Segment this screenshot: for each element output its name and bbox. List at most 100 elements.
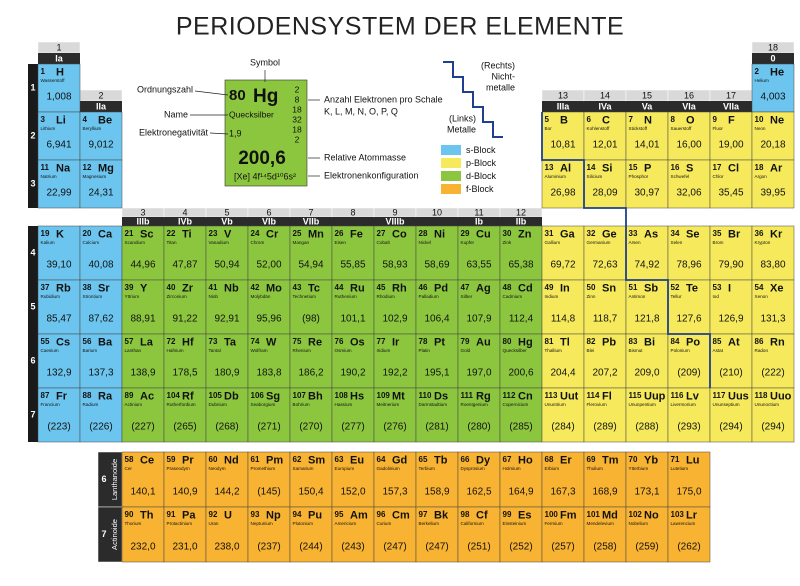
atomic-mass: 150,4 — [298, 487, 323, 498]
element-name: Osmium — [335, 348, 352, 353]
atomic-mass: (247) — [383, 542, 406, 553]
atomic-mass: (226) — [89, 422, 112, 433]
atomic-mass: (259) — [635, 542, 658, 553]
atomic-mass: 157,3 — [382, 487, 407, 498]
element-name: Hassium — [335, 402, 353, 407]
atomic-mass: 232,0 — [130, 542, 155, 553]
element-cell — [583, 451, 627, 508]
atomic-number: 108 — [335, 391, 349, 400]
atomic-mass: (293) — [677, 422, 700, 433]
element-symbol: Es — [518, 509, 531, 521]
element-symbol: Rf — [182, 390, 194, 402]
atomic-mass: 39,95 — [760, 188, 785, 199]
element-name: Xenon — [755, 294, 769, 299]
atomic-mass: (294) — [761, 422, 784, 433]
element-name: Calcium — [83, 240, 100, 245]
atomic-mass: (294) — [719, 422, 742, 433]
atomic-mass: 200,6 — [508, 368, 533, 379]
element-symbol: Au — [476, 336, 491, 348]
atomic-number: 50 — [587, 283, 596, 292]
element-symbol: Dy — [476, 454, 491, 466]
element-name: Bor — [545, 126, 553, 131]
atomic-number: 81 — [545, 337, 554, 346]
element-name: Tantal — [209, 348, 221, 353]
atomic-mass: 209,0 — [634, 368, 659, 379]
group-label: Vb — [221, 216, 233, 226]
element-symbol: Am — [350, 509, 368, 521]
element-symbol: Sg — [266, 390, 280, 402]
element-name: Dubnium — [209, 402, 228, 407]
group-label: IVb — [178, 216, 193, 226]
atomic-mass: 192,2 — [382, 368, 407, 379]
atomic-mass: 112,4 — [509, 314, 534, 325]
atomic-number: 110 — [419, 391, 432, 400]
element-symbol: Lr — [686, 509, 698, 521]
element-symbol: Tb — [434, 454, 448, 466]
element-name: Cadmium — [503, 294, 523, 299]
atomic-mass: 118,7 — [593, 314, 618, 325]
group-label: VIa — [682, 101, 697, 111]
atomic-number: 67 — [503, 455, 512, 464]
atomic-mass: 39,10 — [46, 260, 71, 271]
element-symbol: Ar — [770, 162, 783, 174]
element-symbol: I — [728, 282, 731, 294]
atomic-number: 69 — [587, 455, 596, 464]
group-label-band — [416, 217, 458, 226]
atomic-mass: (222) — [761, 368, 784, 379]
atomic-mass: 16,00 — [676, 140, 701, 151]
element-symbol: Np — [266, 509, 281, 521]
element-symbol: Cn — [518, 390, 533, 402]
atomic-number: 30 — [503, 229, 512, 238]
group-label: IIIa — [557, 101, 571, 111]
atomic-mass: (271) — [257, 422, 280, 433]
element-cell — [541, 111, 585, 161]
atomic-number: 65 — [419, 455, 428, 464]
atomic-number: 99 — [503, 510, 512, 519]
element-name: Strontium — [83, 294, 103, 299]
group-number: 18 — [768, 42, 778, 52]
element-symbol: Co — [392, 228, 407, 240]
element-cell — [79, 387, 123, 443]
atomic-mass: (277) — [341, 422, 364, 433]
atomic-number: 46 — [419, 283, 428, 292]
atomic-number: 107 — [293, 391, 307, 400]
element-cell — [709, 159, 753, 209]
element-cell — [247, 451, 291, 508]
atomic-mass: 106,4 — [424, 314, 449, 325]
element-name: Silicium — [587, 174, 603, 179]
group-label-band — [206, 217, 248, 226]
element-name: Gallium — [545, 240, 561, 245]
key-arrows — [190, 70, 320, 177]
element-name: Lanthan — [125, 348, 142, 353]
group-label: IVa — [598, 101, 612, 111]
atomic-number: 68 — [545, 455, 554, 464]
element-cell — [625, 506, 669, 563]
element-cell — [499, 451, 543, 508]
element-name: Wolfram — [251, 348, 268, 353]
element-name: Europium — [335, 466, 355, 471]
atomic-mass: 121,8 — [634, 314, 659, 325]
element-name: Copernicium — [503, 402, 529, 407]
element-symbol: Th — [140, 509, 154, 521]
element-symbol: Uuo — [770, 390, 792, 402]
key-label: K, L, M, N, O, P, Q — [324, 106, 398, 116]
period-number: 3 — [30, 178, 35, 188]
atomic-number: 35 — [713, 229, 722, 238]
atomic-mass: 30,97 — [634, 188, 659, 199]
group-number: 10 — [432, 207, 442, 217]
element-name: Thulium — [587, 466, 604, 471]
atomic-number: 20 — [83, 229, 92, 238]
element-symbol: Ag — [476, 282, 491, 294]
element-symbol: Sm — [308, 454, 325, 466]
atomic-number: 16 — [671, 163, 680, 172]
element-cell — [163, 279, 207, 335]
atomic-mass: 83,80 — [760, 260, 785, 271]
atomic-mass: 131,3 — [760, 314, 785, 325]
element-cell — [751, 279, 795, 335]
element-symbol: Pr — [182, 454, 194, 466]
element-cell — [331, 506, 375, 563]
atomic-number: 8 — [671, 115, 676, 124]
atomic-number: 64 — [377, 455, 386, 464]
group-label: VIb — [262, 216, 277, 226]
element-name: Scandium — [125, 240, 146, 245]
